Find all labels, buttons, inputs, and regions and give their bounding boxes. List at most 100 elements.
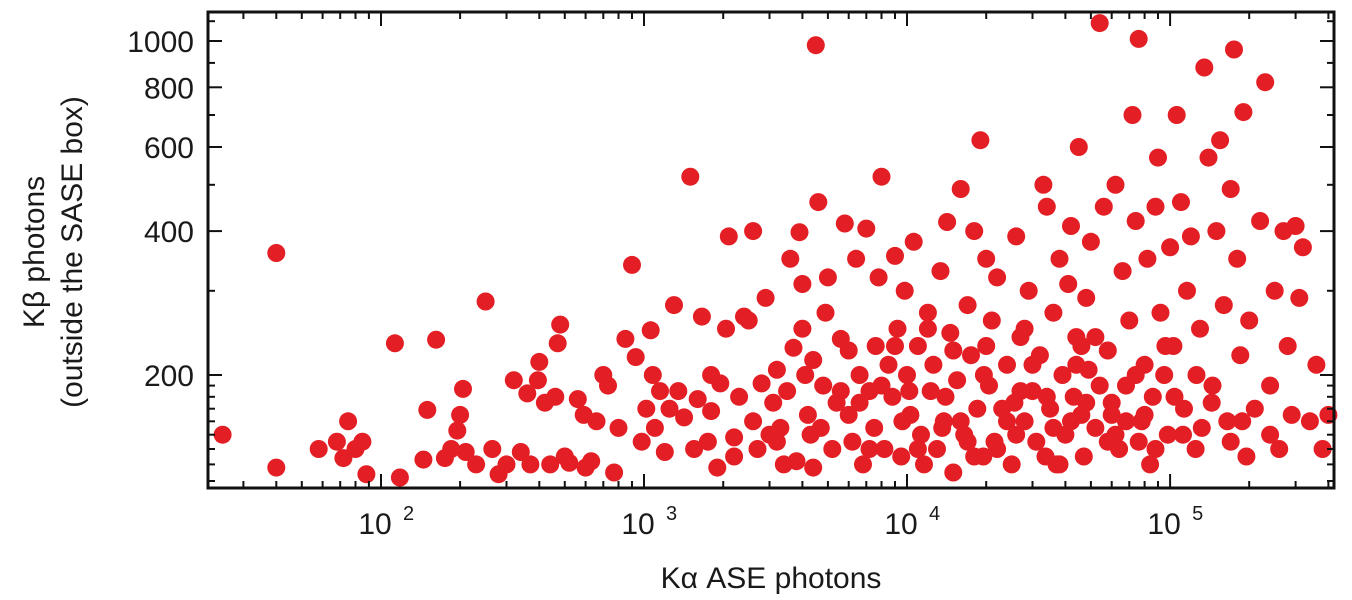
data-point — [1174, 425, 1192, 444]
data-point — [1094, 197, 1113, 216]
data-point — [793, 275, 812, 293]
data-point — [847, 249, 866, 268]
data-point — [1126, 366, 1145, 384]
data-point — [497, 455, 516, 474]
data-point — [936, 387, 955, 406]
data-point — [1181, 227, 1200, 246]
data-point — [1062, 217, 1080, 235]
x-tick-label-base: 10 — [621, 508, 654, 541]
data-point — [998, 412, 1016, 431]
data-point — [267, 458, 286, 477]
data-point — [1036, 447, 1055, 466]
data-point — [1135, 405, 1154, 424]
data-point — [1270, 440, 1289, 458]
x-tick-label-base: 10 — [358, 508, 391, 541]
y-tick-label: 1000 — [127, 26, 194, 59]
data-point — [548, 334, 567, 353]
data-point — [609, 418, 628, 437]
data-point — [823, 440, 842, 458]
data-point — [725, 447, 744, 466]
data-point — [809, 193, 828, 212]
data-point — [1126, 212, 1145, 230]
data-point — [928, 440, 946, 458]
data-point — [1098, 341, 1117, 360]
data-point — [454, 379, 472, 398]
y-axis-title-line1: Kβ photons — [18, 176, 51, 328]
data-point — [1011, 382, 1030, 401]
data-point — [530, 352, 549, 371]
data-point — [1156, 337, 1175, 355]
data-point — [1261, 425, 1280, 444]
data-point — [1062, 412, 1080, 431]
data-point — [944, 341, 963, 360]
data-point — [418, 400, 437, 419]
data-point — [921, 382, 940, 401]
data-point — [1245, 399, 1264, 418]
data-point — [448, 421, 467, 440]
data-point — [1237, 447, 1256, 466]
data-point — [483, 440, 502, 458]
data-point — [1037, 387, 1056, 406]
data-point — [1044, 303, 1063, 322]
x-tick-label: 10 2 — [358, 503, 414, 541]
data-point — [213, 425, 232, 444]
data-point — [968, 399, 987, 418]
data-point — [1151, 303, 1170, 322]
data-point — [1023, 355, 1042, 374]
x-tick-label-exponent: 4 — [929, 503, 940, 525]
data-point — [546, 387, 565, 406]
data-point — [568, 390, 587, 409]
data-point — [1265, 281, 1284, 300]
data-point — [1251, 212, 1270, 230]
data-point — [798, 405, 817, 424]
data-point — [698, 432, 717, 451]
data-point — [1027, 432, 1046, 451]
data-point — [616, 329, 635, 348]
data-point — [551, 315, 570, 334]
data-point — [1221, 432, 1240, 451]
data-point — [951, 180, 970, 198]
data-point — [1129, 29, 1148, 48]
data-point — [717, 319, 735, 338]
data-point — [962, 346, 980, 365]
data-point — [427, 330, 446, 349]
data-point — [1221, 180, 1240, 198]
data-point — [951, 412, 970, 431]
data-point — [599, 376, 617, 395]
data-point — [467, 455, 486, 474]
x-tick-label: 10 4 — [884, 503, 940, 541]
y-tick-label: 400 — [144, 216, 194, 249]
data-point — [1240, 311, 1259, 330]
data-point — [958, 432, 977, 451]
data-point — [632, 432, 651, 451]
data-point — [811, 418, 830, 437]
data-point — [390, 468, 409, 487]
x-tick-label-base: 10 — [884, 508, 917, 541]
data-point — [1293, 238, 1312, 257]
data-point — [915, 455, 933, 474]
data-point — [669, 382, 688, 401]
data-point — [1090, 376, 1109, 395]
data-points — [213, 14, 1338, 487]
data-point — [912, 425, 930, 444]
data-point — [938, 213, 957, 231]
data-point — [339, 412, 358, 431]
data-point — [748, 440, 767, 458]
data-point — [1282, 405, 1301, 424]
data-point — [1069, 138, 1088, 156]
data-point — [898, 366, 916, 384]
data-point — [1044, 418, 1063, 437]
data-point — [1300, 412, 1319, 431]
data-point — [793, 319, 812, 338]
data-point — [839, 405, 858, 424]
data-point — [1146, 440, 1165, 458]
data-point — [1211, 131, 1230, 150]
data-point — [582, 452, 601, 471]
data-point — [655, 443, 674, 461]
data-point — [1290, 288, 1309, 307]
data-point — [756, 288, 775, 307]
y-tick-label: 600 — [144, 132, 194, 165]
data-point — [843, 432, 862, 451]
data-point — [476, 292, 495, 311]
data-point — [982, 311, 1001, 330]
